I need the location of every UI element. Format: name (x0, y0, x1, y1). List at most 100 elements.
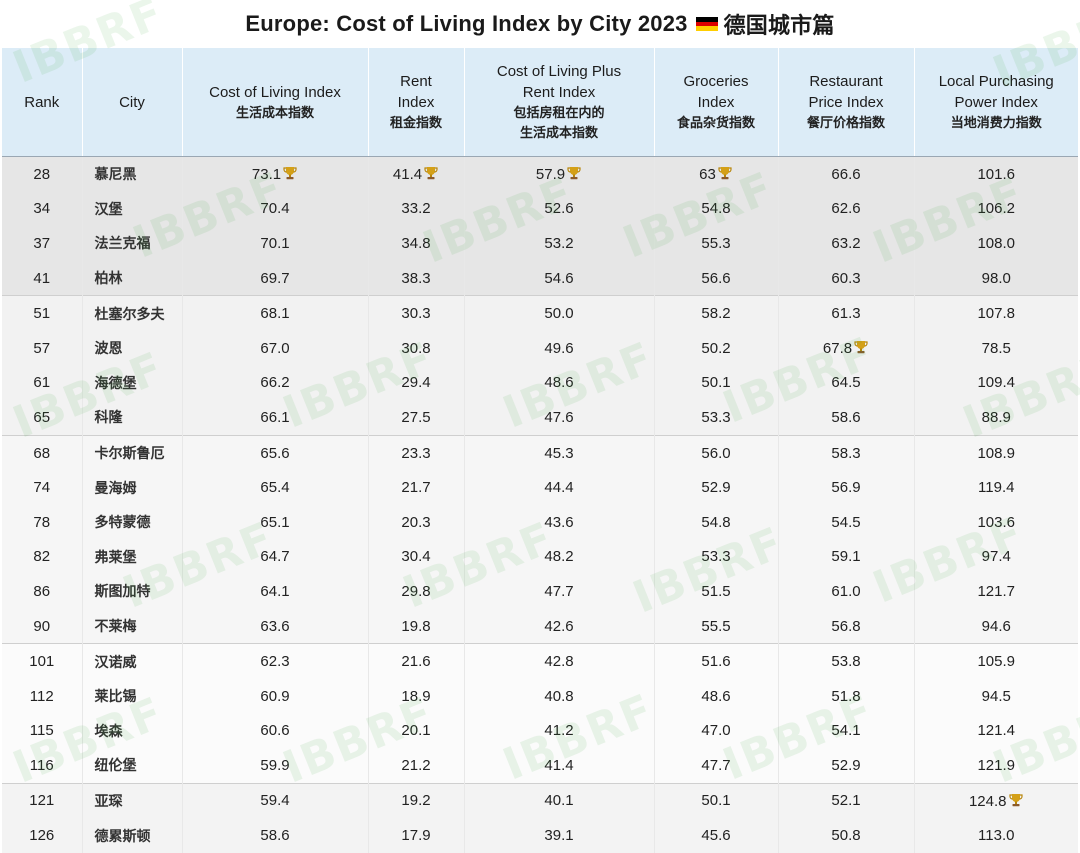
lpp-cell: 88.9 (914, 400, 1078, 436)
groc-cell: 50.2 (654, 330, 779, 366)
col-cell: 64.7 (182, 539, 369, 575)
col-cell: 64.1 (182, 574, 369, 609)
rest-cell: 58.6 (778, 400, 915, 436)
rank-cell: 51 (2, 295, 83, 331)
table-row: 126 德累斯顿 58.6 17.9 39.1 45.6 50.8 113.0 (2, 818, 1078, 853)
header-groceries: Groceries Index 食品杂货指数 (654, 48, 779, 157)
lpp-cell: 101.6 (914, 156, 1078, 192)
header-rank: Rank (2, 48, 83, 157)
colr-cell: 42.8 (464, 643, 655, 679)
page-title: Europe: Cost of Living Index by City 202… (0, 0, 1080, 48)
col-cell: 67.0 (182, 330, 369, 366)
col-cell: 70.1 (182, 226, 369, 261)
groc-cell: 52.9 (654, 470, 779, 505)
col-cell: 60.9 (182, 678, 369, 714)
city-cell: 汉诺威 (82, 643, 183, 679)
rent-cell: 29.4 (368, 365, 465, 401)
groc-cell: 51.5 (654, 574, 779, 609)
colr-cell: 52.6 (464, 191, 655, 227)
city-cell: 斯图加特 (82, 574, 183, 609)
rank-cell: 115 (2, 713, 83, 749)
groc-cell: 47.7 (654, 748, 779, 784)
lpp-cell: 94.5 (914, 678, 1078, 714)
rent-cell: 21.2 (368, 748, 465, 784)
rest-cell: 62.6 (778, 191, 915, 227)
lpp-cell: 124.8 (914, 782, 1078, 819)
rent-cell: 38.3 (368, 260, 465, 296)
city-cell: 德累斯顿 (82, 818, 183, 853)
rent-cell: 20.1 (368, 713, 465, 749)
col-cell: 63.6 (182, 608, 369, 644)
trophy-icon (424, 167, 438, 180)
rest-cell: 52.9 (778, 748, 915, 784)
colr-cell: 48.6 (464, 365, 655, 401)
groc-cell: 56.0 (654, 434, 779, 471)
table-row: 34 汉堡 70.4 33.2 52.6 54.8 62.6 106.2 (2, 191, 1078, 227)
city-cell: 慕尼黑 (82, 156, 183, 192)
groc-cell: 48.6 (654, 678, 779, 714)
table-row: 61 海德堡 66.2 29.4 48.6 50.1 64.5 109.4 (2, 365, 1078, 401)
city-cell: 埃森 (82, 713, 183, 749)
city-cell: 波恩 (82, 330, 183, 366)
lpp-cell: 108.0 (914, 226, 1078, 261)
lpp-cell: 105.9 (914, 643, 1078, 679)
header-purchasing-power: Local Purchasing Power Index 当地消费力指数 (914, 48, 1078, 157)
rent-cell: 20.3 (368, 504, 465, 540)
table-row: 74 曼海姆 65.4 21.7 44.4 52.9 56.9 119.4 (2, 470, 1078, 505)
rent-cell: 19.2 (368, 782, 465, 819)
col-cell: 58.6 (182, 818, 369, 853)
table-body: 28 慕尼黑 73.1 41.4 57.9 63 66.6 101.6 34 汉堡 70.4 33.2… (2, 156, 1078, 853)
rent-cell: 30.8 (368, 330, 465, 366)
col-cell: 66.1 (182, 400, 369, 436)
rank-cell: 82 (2, 539, 83, 575)
groc-cell: 51.6 (654, 643, 779, 679)
rank-cell: 112 (2, 678, 83, 714)
lpp-cell: 103.6 (914, 504, 1078, 540)
rank-cell: 101 (2, 643, 83, 679)
rest-cell: 61.3 (778, 295, 915, 331)
table-row: 112 莱比锡 60.9 18.9 40.8 48.6 51.8 94.5 (2, 678, 1078, 714)
trophy-icon (283, 167, 297, 180)
rent-cell: 27.5 (368, 400, 465, 436)
rest-cell: 64.5 (778, 365, 915, 401)
col-cell: 65.6 (182, 434, 369, 471)
lpp-cell: 98.0 (914, 260, 1078, 296)
header-row: Rank City Cost of Living Index 生活成本指数 Re… (2, 48, 1078, 157)
rest-cell: 59.1 (778, 539, 915, 575)
city-cell: 曼海姆 (82, 470, 183, 505)
table-row: 78 多特蒙德 65.1 20.3 43.6 54.8 54.5 103.6 (2, 504, 1078, 540)
header-city: City (82, 48, 183, 157)
col-cell: 65.4 (182, 470, 369, 505)
rent-cell: 21.7 (368, 470, 465, 505)
col-cell: 70.4 (182, 191, 369, 227)
colr-cell: 47.7 (464, 574, 655, 609)
trophy-icon (1008, 793, 1023, 807)
lpp-cell: 119.4 (914, 470, 1078, 505)
colr-cell: 48.2 (464, 539, 655, 575)
groc-cell: 54.8 (654, 191, 779, 227)
city-cell: 弗莱堡 (82, 539, 183, 575)
col-cell: 69.7 (182, 260, 369, 296)
city-cell: 亚琛 (82, 782, 183, 819)
rent-cell: 34.8 (368, 226, 465, 261)
rest-cell: 67.8 (778, 330, 915, 366)
cost-of-living-table: Rank City Cost of Living Index 生活成本指数 Re… (2, 48, 1078, 853)
groc-cell: 53.3 (654, 400, 779, 436)
col-cell: 59.4 (182, 782, 369, 819)
lpp-cell: 106.2 (914, 191, 1078, 227)
rent-cell: 29.8 (368, 574, 465, 609)
rent-cell: 19.8 (368, 608, 465, 644)
table-row: 121 亚琛 59.4 19.2 40.1 50.1 52.1 124.8 (2, 782, 1078, 819)
rank-cell: 61 (2, 365, 83, 401)
col-cell: 73.1 (182, 156, 369, 192)
rest-cell: 63.2 (778, 226, 915, 261)
col-cell: 59.9 (182, 748, 369, 784)
rank-cell: 68 (2, 434, 83, 471)
rent-cell: 30.4 (368, 539, 465, 575)
colr-cell: 43.6 (464, 504, 655, 540)
rank-cell: 57 (2, 330, 83, 366)
table-row: 57 波恩 67.0 30.8 49.6 50.2 67.8 78.5 (2, 330, 1078, 366)
trophy-icon (854, 341, 868, 354)
rest-cell: 61.0 (778, 574, 915, 609)
rest-cell: 60.3 (778, 260, 915, 296)
